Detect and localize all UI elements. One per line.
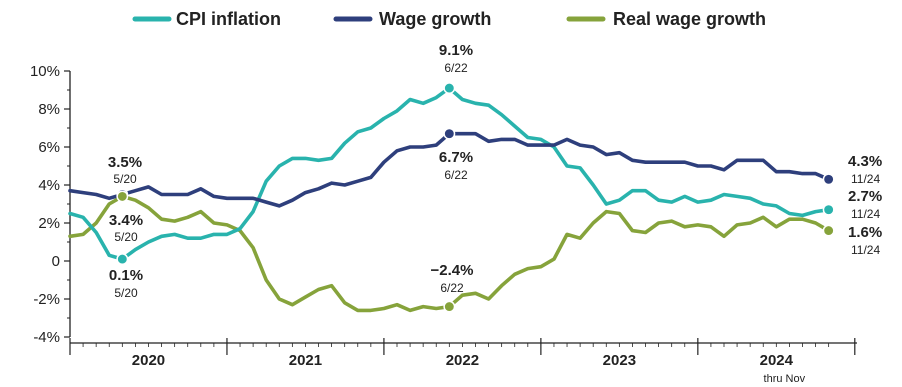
annotation-labels: 9.1%6/220.1%5/202.7%11/243.5%5/206.7%6/2…: [108, 42, 882, 300]
y-tick-label: 0: [52, 253, 60, 270]
year-label: 2021: [289, 352, 322, 369]
y-tick-label: 6%: [38, 139, 60, 156]
annotation-value: 1.6%: [848, 224, 882, 241]
year-label: 2023: [603, 352, 636, 369]
legend-label: CPI inflation: [176, 9, 281, 29]
annotation-value: 6.7%: [439, 149, 473, 166]
annotation-value: 2.7%: [848, 188, 882, 205]
y-tick-label: -4%: [33, 329, 60, 346]
annotation-marker: [822, 224, 835, 237]
annotation-marker: [116, 190, 129, 203]
year-label: 2020: [132, 352, 165, 369]
annotation-date: 11/24: [851, 243, 880, 257]
annotation-value: 9.1%: [439, 42, 473, 59]
year-label: 2024: [760, 352, 794, 369]
annotation-value: 3.5%: [108, 154, 142, 171]
axes: 10% 8% 6% 4% 2% 0 -2% -4% 2020 2021 2022 2023 2024 th…: [30, 63, 857, 385]
y-tick-label: 2%: [38, 215, 60, 232]
annotation-date: 6/22: [440, 281, 464, 295]
legend-label: Wage growth: [379, 9, 491, 29]
annotation-markers: [116, 82, 835, 313]
annotation-date: 11/24: [851, 172, 880, 186]
y-tick-label: 8%: [38, 101, 60, 118]
annotation-date: 5/20: [114, 286, 138, 300]
annotation-value: 0.1%: [109, 267, 143, 284]
annotation-marker: [822, 173, 835, 186]
y-tick-label: -2%: [33, 291, 60, 308]
annotation-date: 5/20: [113, 172, 137, 186]
annotation-value: 3.4%: [109, 212, 143, 229]
y-tick-label: 10%: [30, 63, 60, 80]
annotation-date: 6/22: [444, 61, 468, 75]
annotation-date: 5/20: [114, 230, 138, 244]
annotation-value: −2.4%: [431, 262, 474, 279]
annotation-marker: [443, 127, 456, 140]
annotation-marker: [443, 82, 456, 95]
year-label: 2022: [446, 352, 479, 369]
annotation-date: 11/24: [851, 207, 880, 221]
annotation-marker: [822, 203, 835, 216]
y-tick-label: 4%: [38, 177, 60, 194]
legend: CPI inflation Wage growth Real wage growth: [132, 9, 766, 29]
annotation-marker: [116, 253, 129, 266]
year-note: thru Nov: [764, 373, 806, 385]
annotation-marker: [443, 300, 456, 313]
annotation-date: 6/22: [444, 168, 468, 182]
annotation-value: 4.3%: [848, 153, 882, 170]
legend-label: Real wage growth: [613, 9, 766, 29]
